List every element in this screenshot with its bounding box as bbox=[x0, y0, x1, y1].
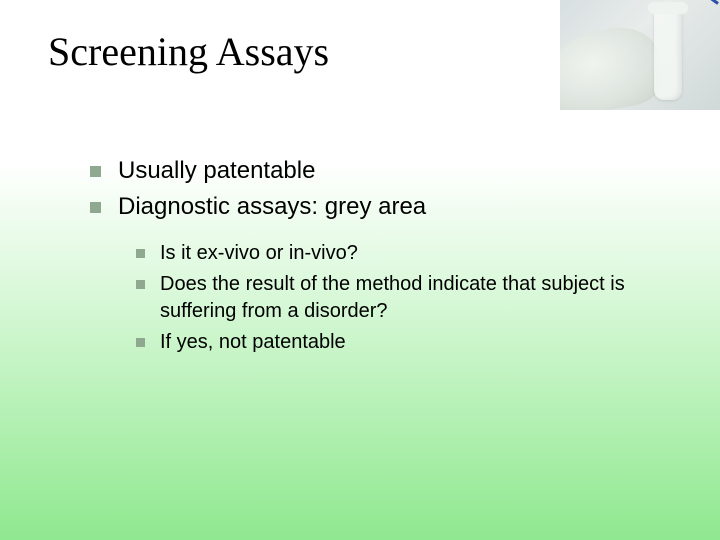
main-bullet: Usually patentable bbox=[90, 155, 670, 187]
main-bullet-list: Usually patentable Diagnostic assays: gr… bbox=[90, 155, 670, 224]
glove-graphic bbox=[560, 21, 666, 110]
corner-image bbox=[560, 0, 720, 110]
sub-bullet: Is it ex-vivo or in-vivo? bbox=[136, 240, 670, 267]
sub-bullet-list: Is it ex-vivo or in-vivo? Does the resul… bbox=[136, 240, 670, 356]
main-bullet: Diagnostic assays: grey area bbox=[90, 191, 670, 223]
slide-content: Usually patentable Diagnostic assays: gr… bbox=[90, 155, 670, 360]
sub-bullet: Does the result of the method indicate t… bbox=[136, 271, 670, 325]
tube-graphic bbox=[654, 10, 682, 100]
sub-bullet: If yes, not patentable bbox=[136, 329, 670, 356]
slide-title: Screening Assays bbox=[48, 28, 329, 75]
slide: Screening Assays Usually patentable Diag… bbox=[0, 0, 720, 540]
